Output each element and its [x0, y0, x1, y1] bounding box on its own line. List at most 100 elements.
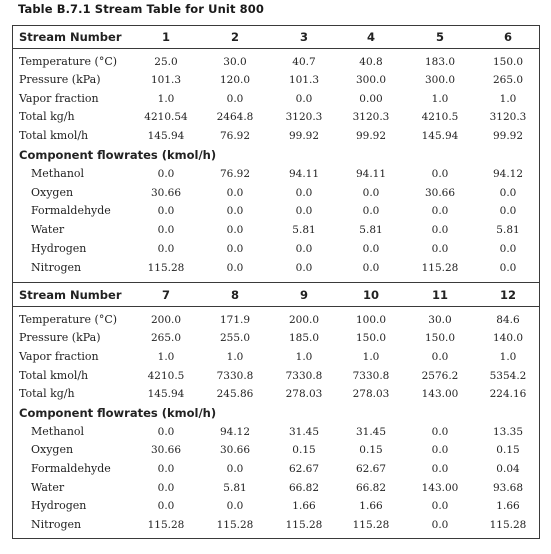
component-flowrates-heading: Component flowrates (kmol/h)	[0, 146, 551, 164]
value-cell: 0.0	[295, 262, 313, 274]
value-cell: 10	[362, 288, 379, 302]
value-cell: 150.0	[355, 332, 387, 344]
value-cell: 0.04	[496, 463, 520, 475]
property-row: Total kg/h 4210.54 2464.8 3120.3 3120.3 4210.…	[0, 108, 551, 126]
value-cell: 2576.2	[421, 370, 459, 382]
value-cell: 0.0	[226, 262, 244, 274]
component-row: Water 0.0 0.0 5.81 5.81 0.0 5.81	[0, 221, 551, 239]
value-cell: 30.66	[150, 444, 182, 456]
value-cell: 94.11	[355, 168, 387, 180]
component-row: Hydrogen 0.0 0.0 0.0 0.0 0.0 0.0	[0, 240, 551, 258]
value-cell: 278.03	[352, 388, 390, 400]
value-cell: 1.0	[499, 93, 517, 105]
value-cell: 30.66	[424, 187, 456, 199]
component-flowrates-heading: Component flowrates (kmol/h)	[0, 404, 551, 422]
component-row: Methanol 0.0 94.12 31.45 31.45 0.0 13.35	[0, 423, 551, 441]
value-cell: 0.0	[362, 262, 380, 274]
value-cell: 0.15	[359, 444, 383, 456]
value-cell: 30.0	[428, 314, 452, 326]
value-cell: 0.0	[499, 205, 517, 217]
value-cell: 120.0	[219, 74, 251, 86]
property-row: Vapor fraction 1.0 1.0 1.0 1.0 0.0 1.0	[0, 348, 551, 366]
value-cell: 1.0	[431, 93, 449, 105]
value-cell: 0.0	[499, 262, 517, 274]
value-cell: 150.0	[492, 56, 524, 68]
value-cell: 115.28	[421, 262, 459, 274]
value-cell: 265.0	[150, 332, 182, 344]
component-row: Formaldehyde 0.0 0.0 62.67 62.67 0.0 0.04	[0, 460, 551, 478]
value-cell: 76.92	[219, 168, 251, 180]
row-label: Total kmol/h	[19, 369, 89, 382]
value-cell: 1	[161, 30, 170, 44]
value-cell: 0.0	[431, 243, 449, 255]
value-cell: 66.82	[355, 482, 387, 494]
value-cell: 0.0	[431, 351, 449, 363]
value-cell: 300.0	[355, 74, 387, 86]
row-label: Nitrogen	[31, 518, 82, 531]
component-row: Hydrogen 0.0 0.0 1.66 1.66 0.0 1.66	[0, 497, 551, 515]
value-cell: 7330.8	[285, 370, 323, 382]
block-divider-bottom	[12, 306, 540, 307]
property-row: Total kg/h 145.94 245.86 278.03 278.03 143.00…	[0, 385, 551, 403]
row-label: Hydrogen	[31, 499, 87, 512]
value-cell: 265.0	[492, 74, 524, 86]
row-label: Vapor fraction	[19, 92, 99, 105]
value-cell: 94.11	[288, 168, 320, 180]
value-cell: 1.0	[499, 351, 517, 363]
value-cell: 0.0	[499, 187, 517, 199]
value-cell: 115.28	[147, 519, 185, 531]
property-row: Pressure (kPa) 265.0 255.0 185.0 150.0 150.0 1…	[0, 329, 551, 347]
value-cell: 0.0	[362, 187, 380, 199]
value-cell: 5.81	[223, 482, 247, 494]
value-cell: 0.0	[431, 519, 449, 531]
value-cell: 0.0	[431, 500, 449, 512]
value-cell: 0.0	[157, 168, 175, 180]
value-cell: 100.0	[355, 314, 387, 326]
value-cell: 7330.8	[216, 370, 254, 382]
value-cell: 0.0	[226, 93, 244, 105]
value-cell: 1.66	[359, 500, 383, 512]
component-row: Oxygen 30.66 30.66 0.15 0.15 0.0 0.15	[0, 441, 551, 459]
value-cell: 40.7	[292, 56, 316, 68]
value-cell: 0.0	[295, 243, 313, 255]
value-cell: 0.0	[226, 187, 244, 199]
row-label: Stream Number	[19, 30, 122, 44]
row-label: Stream Number	[19, 288, 122, 302]
value-cell: 4	[366, 30, 375, 44]
value-cell: 30.66	[150, 187, 182, 199]
value-cell: 0.0	[157, 243, 175, 255]
value-cell: 0.0	[226, 243, 244, 255]
value-cell: 31.45	[355, 426, 387, 438]
value-cell: 0.0	[431, 224, 449, 236]
value-cell: 115.28	[147, 262, 185, 274]
value-cell: 4210.5	[421, 111, 459, 123]
value-cell: 30.66	[219, 444, 251, 456]
row-label: Nitrogen	[31, 261, 82, 274]
value-cell: 31.45	[288, 426, 320, 438]
value-cell: 2	[230, 30, 239, 44]
value-cell: 30.0	[223, 56, 247, 68]
value-cell: 0.0	[431, 444, 449, 456]
stream-number-header-row: Stream Number 1 2 3 4 5 6	[0, 28, 551, 46]
value-cell: 4210.5	[147, 370, 185, 382]
value-cell: 185.0	[288, 332, 320, 344]
value-cell: 0.0	[499, 243, 517, 255]
table-caption: Table B.7.1 Stream Table for Unit 800	[18, 2, 264, 16]
value-cell: 13.35	[492, 426, 524, 438]
value-cell: 5	[435, 30, 444, 44]
value-cell: 143.00	[421, 482, 459, 494]
row-label: Temperature (°C)	[19, 55, 118, 68]
row-label: Formaldehyde	[31, 204, 111, 217]
value-cell: 93.68	[492, 482, 524, 494]
value-cell: 76.92	[219, 130, 251, 142]
row-label: Total kmol/h	[19, 129, 89, 142]
value-cell: 115.28	[352, 519, 390, 531]
value-cell: 94.12	[492, 168, 524, 180]
row-label: Oxygen	[31, 186, 74, 199]
component-row: Nitrogen 115.28 0.0 0.0 0.0 115.28 0.0	[0, 259, 551, 277]
row-label: Methanol	[31, 167, 85, 180]
value-cell: 255.0	[219, 332, 251, 344]
value-cell: 101.3	[150, 74, 182, 86]
section-label: Component flowrates (kmol/h)	[19, 406, 217, 420]
row-label: Total kg/h	[19, 110, 75, 123]
